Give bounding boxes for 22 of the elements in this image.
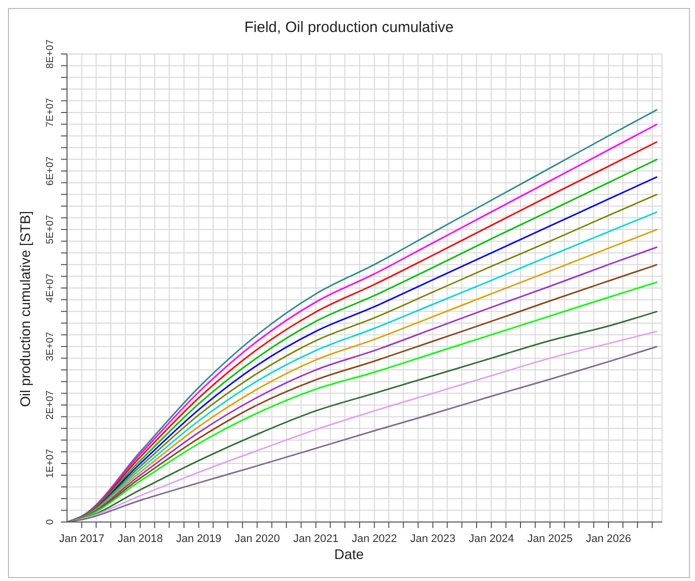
x-tick-label: Jan 2023 bbox=[410, 533, 456, 545]
x-tick-label: Jan 2025 bbox=[527, 533, 573, 545]
x-tick-label: Jan 2026 bbox=[586, 533, 632, 545]
y-tick-label: 7E+07 bbox=[45, 97, 56, 128]
x-tick-label: Jan 2024 bbox=[468, 533, 514, 545]
y-tick-label: 5E+07 bbox=[45, 214, 56, 244]
x-tick-label: Jan 2018 bbox=[118, 533, 163, 545]
y-tick-label: 4E+07 bbox=[45, 272, 56, 303]
chart-title: Field, Oil production cumulative bbox=[243, 19, 455, 36]
x-axis-title: Date bbox=[333, 546, 365, 562]
x-tick-label: Jan 2021 bbox=[293, 533, 338, 545]
y-tick-label: 6E+07 bbox=[45, 156, 56, 186]
y-tick-label: 0 bbox=[45, 518, 56, 525]
x-tick-label: Jan 2019 bbox=[176, 533, 222, 545]
x-tick-label: Jan 2017 bbox=[59, 533, 104, 545]
x-tick-label: Jan 2022 bbox=[352, 533, 397, 545]
y-tick-label: 3E+07 bbox=[45, 331, 56, 362]
y-tick-label: 8E+07 bbox=[45, 38, 56, 69]
y-axis-title: Oil production cumulative [STB] bbox=[17, 210, 33, 408]
y-tick-label: 1E+07 bbox=[45, 448, 56, 478]
y-tick-label: 2E+07 bbox=[45, 390, 56, 420]
x-tick-label: Jan 2020 bbox=[234, 533, 280, 545]
